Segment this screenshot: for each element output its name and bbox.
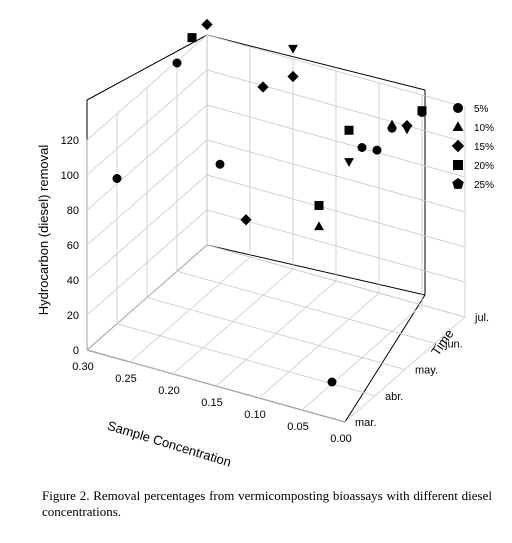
data-point-diamond	[257, 81, 269, 93]
legend-item: 25%	[452, 178, 494, 191]
data-point-circle	[372, 145, 382, 155]
legend-marker-pentagon	[452, 178, 464, 189]
x-tick-label: 0.25	[115, 373, 136, 385]
legend-marker-triangle-up	[452, 121, 464, 131]
time-gridline	[116, 113, 376, 397]
data-point-circle	[172, 58, 182, 68]
x-gridline	[344, 107, 466, 423]
z-tick-label: 60	[67, 240, 79, 252]
data-point-circle	[112, 174, 122, 183]
data-point-circle	[357, 143, 367, 152]
time-axis-ticks: mar. abr. may. jun. jul.	[355, 312, 489, 429]
data-point-square	[344, 125, 354, 135]
legend-marker-diamond	[451, 139, 465, 153]
x-tick-label: 0.00	[330, 433, 351, 445]
x-gridline	[129, 47, 251, 363]
x-gridline	[258, 83, 380, 399]
legend-label: 20%	[474, 161, 494, 172]
x-tick-label: 0.30	[72, 361, 93, 373]
legend: 5% 10% 15% 20% 25%	[451, 103, 494, 191]
time-gridline	[206, 35, 466, 318]
data-point-square	[314, 201, 324, 210]
legend-marker-square	[453, 160, 463, 170]
data-point-diamond	[240, 214, 252, 226]
z-tick-label: 120	[61, 135, 79, 147]
data-point-triangle-up	[387, 119, 397, 129]
chart-3d-scatter: 0 20 40 60 80 100 120 0.30 0.25 0.20 0.15 0.10 0.05…	[36, 18, 494, 470]
time-gridline	[146, 87, 406, 370]
z-tick-label: 0	[73, 345, 79, 357]
time-tick-label: mar.	[355, 417, 376, 429]
x-tick-label: 0.10	[244, 409, 265, 421]
data-point-diamond	[201, 18, 213, 31]
x-axis-label: Sample Concentration	[106, 418, 233, 470]
data-point-square	[417, 106, 427, 116]
legend-item: 5%	[453, 103, 489, 115]
time-gridline	[86, 140, 346, 423]
z-axis-ticks: 0 20 40 60 80 100 120	[61, 135, 79, 357]
data-point-triangle-down	[288, 44, 298, 54]
z-tick-label: 100	[61, 170, 79, 182]
figure-caption: Figure 2. Removal percentages from vermi…	[42, 488, 492, 519]
x-tick-label: 0.15	[201, 397, 222, 409]
time-tick-label: abr.	[385, 391, 403, 403]
z-axis-label: Hydrocarbon (diesel) removal	[36, 145, 51, 316]
legend-label: 25%	[474, 180, 494, 191]
data-point-circle	[215, 159, 225, 169]
data-point-diamond	[287, 70, 299, 83]
data-point-triangle-up	[314, 221, 324, 231]
x-tick-label: 0.05	[287, 421, 308, 433]
legend-item: 10%	[452, 121, 494, 134]
x-gridline	[301, 95, 423, 411]
data-points	[112, 18, 427, 387]
x-axis-ticks: 0.30 0.25 0.20 0.15 0.10 0.05 0.00	[72, 361, 351, 445]
x-gridline	[172, 59, 294, 375]
legend-label: 15%	[474, 142, 494, 153]
time-tick-label: may.	[415, 365, 438, 377]
z-tick-label: 20	[67, 310, 79, 322]
x-tick-label: 0.20	[158, 385, 179, 397]
time-gridline	[176, 61, 436, 344]
legend-label: 5%	[474, 104, 489, 115]
legend-label: 10%	[474, 123, 494, 134]
legend-item: 20%	[453, 160, 494, 172]
data-point-circle	[327, 377, 337, 387]
z-tick-label: 40	[67, 275, 79, 287]
legend-marker-circle	[453, 103, 463, 113]
data-point-square	[187, 33, 197, 43]
data-point-triangle-down	[402, 125, 412, 135]
grid-lines	[86, 34, 466, 423]
z-tick-label: 80	[67, 205, 79, 217]
time-tick-label: jul.	[474, 312, 489, 324]
time-tick-label: jun.	[444, 338, 463, 350]
legend-item: 15%	[451, 139, 494, 153]
data-point-triangle-down	[344, 158, 354, 167]
